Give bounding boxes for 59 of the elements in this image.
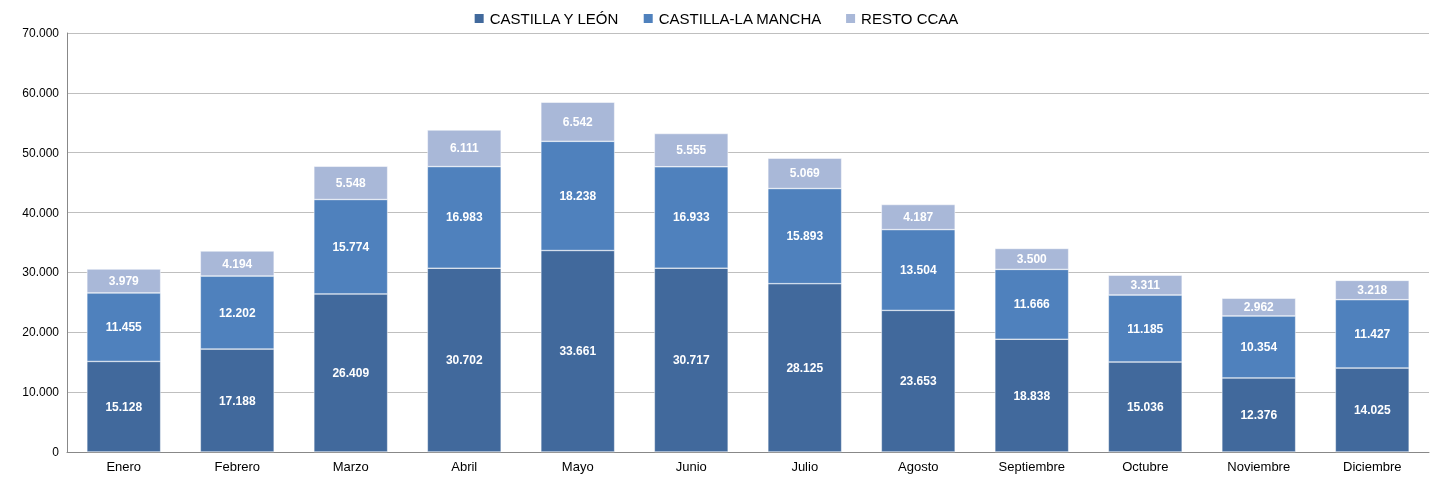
x-tick-label: Junio	[675, 459, 707, 474]
data-label: 28.125	[786, 360, 824, 375]
y-tick-label: 10.000	[22, 385, 60, 400]
y-tick-label: 40.000	[22, 205, 60, 220]
data-label: 3.311	[1130, 278, 1161, 293]
legend-label: RESTO CCAA	[861, 10, 959, 27]
data-label: 26.409	[332, 365, 370, 380]
data-label: 6.111	[449, 141, 479, 156]
x-tick-label: Agosto	[898, 459, 939, 474]
data-label: 15.128	[105, 399, 143, 414]
data-label: 5.555	[676, 143, 707, 158]
data-label: 16.933	[672, 210, 710, 225]
x-tick-label: Marzo	[332, 459, 369, 474]
x-tick-label: Septiembre	[998, 459, 1065, 474]
data-label: 11.185	[1127, 321, 1164, 336]
data-label: 3.500	[1016, 251, 1048, 266]
data-label: 11.455	[105, 320, 143, 335]
data-label: 3.979	[108, 273, 140, 288]
y-tick-label: 70.000	[22, 26, 60, 40]
x-tick-label: Diciembre	[1342, 459, 1402, 474]
data-label: 11.666	[1013, 297, 1051, 312]
data-label: 17.188	[218, 393, 256, 408]
x-tick-label: Octubre	[1122, 459, 1169, 474]
data-label: 11.427	[1354, 326, 1391, 341]
data-label: 12.376	[1240, 407, 1278, 422]
legend-label: CASTILLA Y LEÓN	[489, 10, 619, 27]
data-label: 16.983	[445, 210, 483, 225]
data-label: 2.962	[1243, 300, 1275, 315]
data-label: 33.661	[559, 344, 597, 359]
legend-label: CASTILLA-LA MANCHA	[658, 10, 822, 27]
x-tick-label: Enero	[106, 459, 142, 474]
data-label: 15.036	[1126, 400, 1164, 414]
data-label: 15.774	[332, 239, 370, 254]
data-label: 12.202	[218, 305, 256, 320]
data-label: 18.838	[1013, 388, 1051, 403]
y-tick-label: 60.000	[22, 85, 60, 100]
x-tick-label: Febrero	[214, 459, 261, 474]
data-label: 23.653	[899, 374, 937, 389]
y-tick-label: 50.000	[22, 145, 60, 160]
data-label: 5.548	[335, 175, 367, 190]
data-label: 15.893	[786, 229, 824, 244]
data-label: 10.354	[1240, 339, 1278, 354]
x-tick-label: Mayo	[561, 459, 594, 474]
data-label: 18.238	[559, 188, 597, 203]
data-label: 13.504	[899, 263, 937, 277]
data-label: 30.717	[672, 353, 710, 368]
data-label: 4.187	[903, 210, 934, 225]
data-label: 5.069	[789, 166, 821, 181]
data-label: 3.218	[1357, 283, 1388, 298]
data-label: 4.194	[222, 256, 253, 271]
x-tick-label: Abril	[451, 459, 478, 474]
data-label: 14.025	[1353, 403, 1391, 418]
data-label: 6.542	[562, 114, 594, 129]
x-tick-label: Noviembre	[1227, 459, 1291, 474]
y-tick-label: 0	[52, 445, 60, 459]
x-tick-label: Julio	[791, 459, 819, 474]
y-tick-label: 30.000	[22, 265, 60, 280]
y-tick-label: 20.000	[22, 325, 60, 340]
data-label: 30.702	[445, 353, 483, 368]
